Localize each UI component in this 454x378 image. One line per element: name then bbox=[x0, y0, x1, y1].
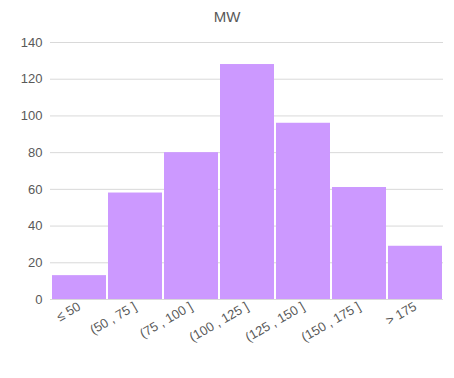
svg-text:0: 0 bbox=[35, 292, 42, 307]
html-text:MW: MW bbox=[213, 8, 241, 25]
svg-text:(100 , 125 ]: (100 , 125 ] bbox=[187, 299, 251, 345]
svg-text:120: 120 bbox=[21, 71, 43, 86]
svg-text:140: 140 bbox=[21, 35, 43, 50]
svg-text:> 175: > 175 bbox=[383, 299, 419, 328]
svg-text:(75 , 100 ]: (75 , 100 ] bbox=[137, 299, 195, 341]
svg-text:(150 , 175 ]: (150 , 175 ] bbox=[299, 299, 363, 345]
svg-text:(125 , 150 ]: (125 , 150 ] bbox=[243, 299, 307, 345]
svg-text:20: 20 bbox=[28, 255, 42, 270]
svg-text:(50 , 75 ]: (50 , 75 ] bbox=[87, 299, 139, 338]
svg-text:60: 60 bbox=[28, 182, 42, 197]
svg-text:≤ 50: ≤ 50 bbox=[54, 299, 83, 325]
svg-text:40: 40 bbox=[28, 218, 42, 233]
svg-text:100: 100 bbox=[21, 108, 43, 123]
svg-text:80: 80 bbox=[28, 145, 42, 160]
